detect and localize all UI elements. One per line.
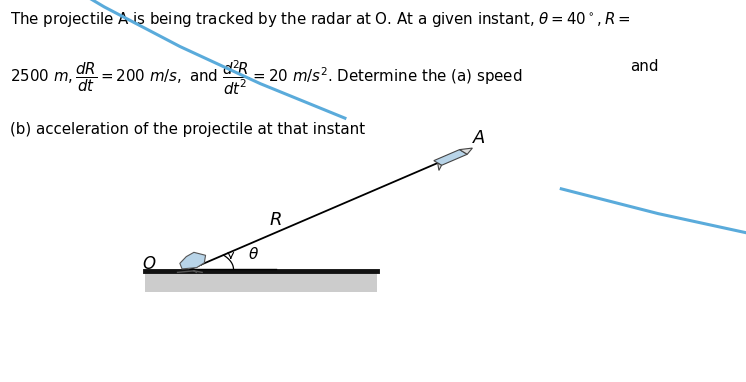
- Polygon shape: [434, 150, 467, 165]
- Polygon shape: [438, 163, 442, 170]
- Polygon shape: [460, 148, 472, 154]
- Text: $O$: $O$: [142, 254, 157, 273]
- Text: and: and: [630, 59, 659, 74]
- Text: $R$: $R$: [269, 211, 282, 229]
- Text: The projectile A is being tracked by the radar at O. At a given instant, $\theta: The projectile A is being tracked by the…: [10, 10, 630, 29]
- Text: (b) acceleration of the projectile at that instant: (b) acceleration of the projectile at th…: [10, 122, 365, 137]
- Text: $\theta$: $\theta$: [248, 246, 260, 262]
- Polygon shape: [145, 271, 377, 292]
- Polygon shape: [180, 253, 206, 269]
- Text: $A$: $A$: [471, 129, 486, 147]
- Text: $2500\ m,\dfrac{dR}{dt} = 200\ m/s,$ and $\dfrac{d^2\!R}{dt^2} = 20\ m/s^2$. Det: $2500\ m,\dfrac{dR}{dt} = 200\ m/s,$ and…: [10, 59, 522, 97]
